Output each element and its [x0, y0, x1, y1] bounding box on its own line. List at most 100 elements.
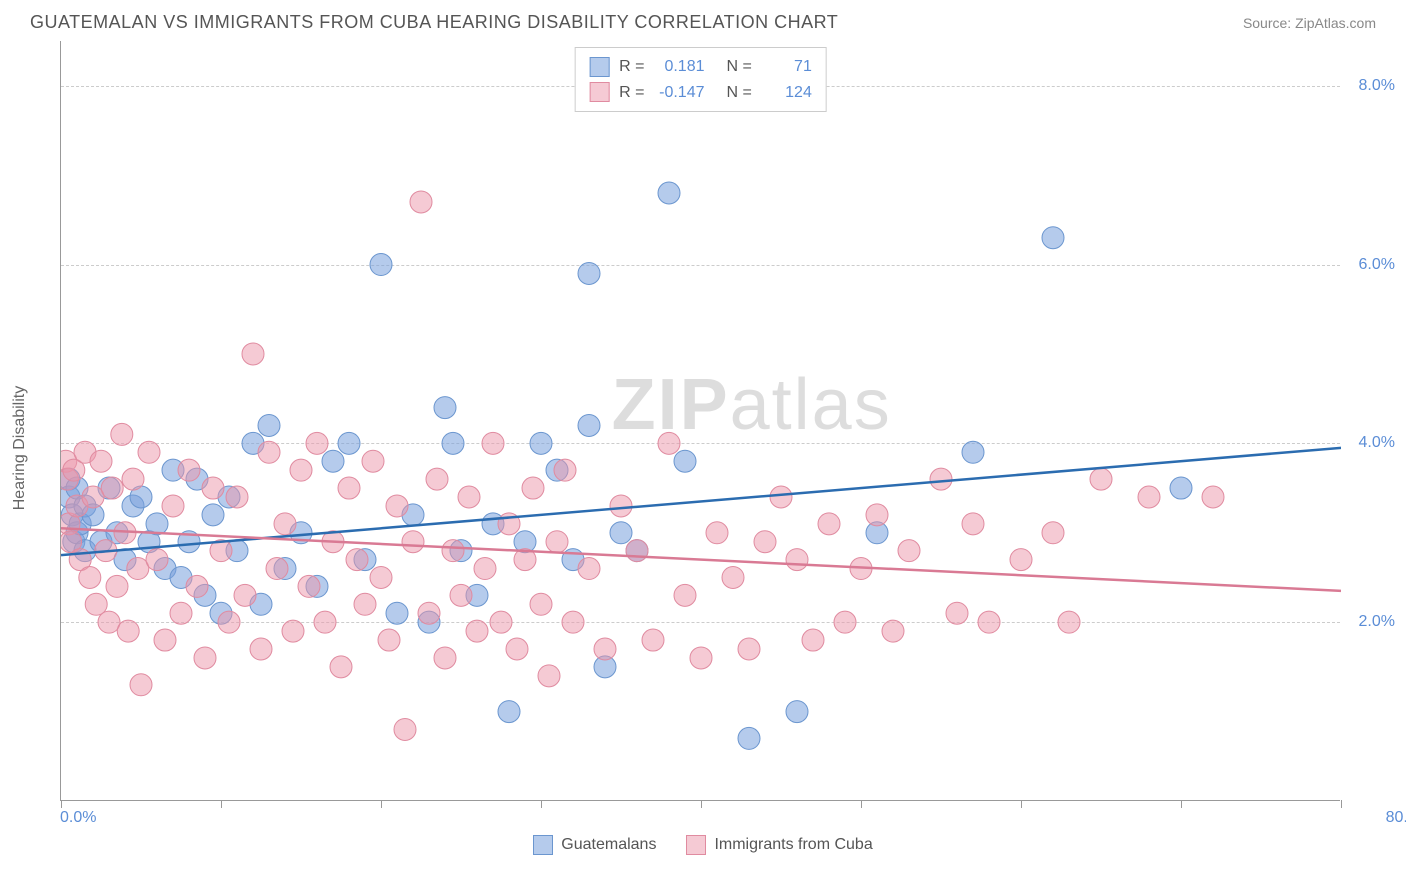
scatter-point: [506, 638, 528, 660]
legend-series-label: Guatemalans: [561, 836, 656, 854]
scatter-point: [242, 343, 264, 365]
stat-r-value: 0.181: [655, 54, 705, 80]
chart-container: Hearing Disability ZIPatlas R =0.181N =7…: [30, 41, 1376, 855]
scatter-point: [946, 602, 968, 624]
scatter-point: [722, 566, 744, 588]
scatter-point: [490, 611, 512, 633]
scatter-point: [82, 486, 104, 508]
scatter-point: [834, 611, 856, 633]
scatter-point: [770, 486, 792, 508]
scatter-point: [962, 513, 984, 535]
legend-series-label: Immigrants from Cuba: [714, 836, 872, 854]
legend-swatch: [533, 835, 553, 855]
scatter-point: [442, 432, 464, 454]
scatter-point: [1138, 486, 1160, 508]
legend-swatch: [589, 82, 609, 102]
scatter-point: [154, 629, 176, 651]
legend-swatch: [686, 835, 706, 855]
scatter-point: [458, 486, 480, 508]
x-axis-labels: 0.0% 80.0%: [60, 801, 1376, 831]
scatter-point: [370, 566, 392, 588]
scatter-point: [122, 468, 144, 490]
scatter-point: [434, 397, 456, 419]
scatter-point: [690, 647, 712, 669]
scatter-point: [1202, 486, 1224, 508]
scatter-point: [146, 549, 168, 571]
scatter-point: [258, 441, 280, 463]
scatter-point: [538, 665, 560, 687]
scatter-point: [554, 459, 576, 481]
scatter-point: [402, 531, 424, 553]
chart-header: GUATEMALAN VS IMMIGRANTS FROM CUBA HEARI…: [0, 0, 1406, 41]
scatter-point: [194, 647, 216, 669]
scatter-point: [674, 584, 696, 606]
scatter-point: [162, 495, 184, 517]
scatter-point: [410, 191, 432, 213]
y-tick-label: 6.0%: [1359, 256, 1395, 274]
scatter-point: [346, 549, 368, 571]
scatter-point: [530, 593, 552, 615]
scatter-point: [258, 414, 280, 436]
scatter-point: [578, 262, 600, 284]
scatter-point: [898, 540, 920, 562]
scatter-point: [266, 558, 288, 580]
scatter-point: [127, 558, 149, 580]
stat-r-value: -0.147: [655, 80, 705, 106]
stat-r-label: R =: [619, 54, 644, 80]
y-axis-label: Hearing Disability: [11, 386, 29, 511]
scatter-point: [962, 441, 984, 463]
legend-series-item: Guatemalans: [533, 835, 656, 855]
scatter-point: [322, 450, 344, 472]
scatter-point: [354, 593, 376, 615]
scatter-point: [79, 566, 101, 588]
scatter-point: [90, 450, 112, 472]
scatter-point: [642, 629, 664, 651]
scatter-point: [562, 611, 584, 633]
scatter-point: [626, 540, 648, 562]
scatter-point: [474, 558, 496, 580]
scatter-point: [1058, 611, 1080, 633]
scatter-point: [426, 468, 448, 490]
y-tick-label: 4.0%: [1359, 434, 1395, 452]
scatter-point: [330, 656, 352, 678]
scatter-point: [738, 638, 760, 660]
plot-area: ZIPatlas R =0.181N =71R =-0.147N =124 2.…: [60, 41, 1340, 801]
scatter-point: [306, 432, 328, 454]
scatter-point: [578, 414, 600, 436]
legend-stats-row: R =-0.147N =124: [589, 80, 812, 106]
scatter-point: [738, 727, 760, 749]
scatter-point: [578, 558, 600, 580]
scatter-point: [434, 647, 456, 669]
scatter-point: [1042, 227, 1064, 249]
scatter-point: [170, 602, 192, 624]
scatter-point: [178, 459, 200, 481]
scatter-point: [138, 441, 160, 463]
scatter-point: [218, 611, 240, 633]
scatter-point: [386, 602, 408, 624]
source-link[interactable]: ZipAtlas.com: [1295, 15, 1376, 31]
y-tick-label: 2.0%: [1359, 613, 1395, 631]
scatter-point: [786, 701, 808, 723]
scatter-point: [802, 629, 824, 651]
trend-line: [61, 528, 1341, 591]
scatter-point: [442, 540, 464, 562]
scatter-point: [610, 495, 632, 517]
x-tick-max: 80.0%: [1386, 809, 1406, 827]
scatter-point: [338, 432, 360, 454]
scatter-point: [978, 611, 1000, 633]
scatter-point: [130, 674, 152, 696]
legend-stats-box: R =0.181N =71R =-0.147N =124: [574, 47, 827, 112]
scatter-point: [298, 575, 320, 597]
stat-n-value: 124: [762, 80, 812, 106]
scatter-point: [274, 513, 296, 535]
scatter-point: [418, 602, 440, 624]
scatter-point: [754, 531, 776, 553]
scatter-point: [250, 638, 272, 660]
legend-swatch: [589, 57, 609, 77]
scatter-point: [498, 701, 520, 723]
x-tick-min: 0.0%: [60, 809, 96, 827]
scatter-point: [370, 254, 392, 276]
scatter-plot-svg: [61, 41, 1341, 801]
scatter-point: [1170, 477, 1192, 499]
scatter-point: [378, 629, 400, 651]
